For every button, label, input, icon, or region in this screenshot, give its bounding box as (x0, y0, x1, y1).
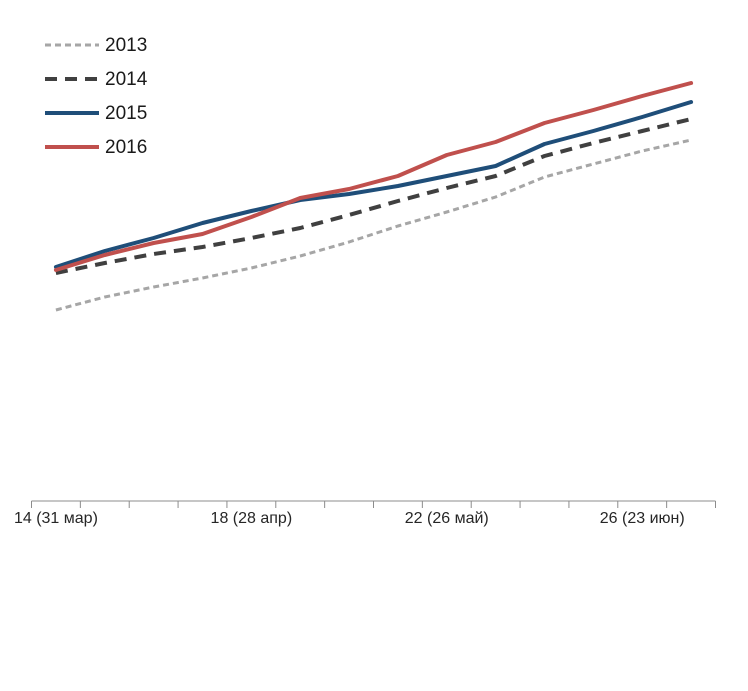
series-line-2016 (53, 81, 694, 272)
series-line-2014 (55, 117, 692, 275)
x-axis-tick-label: 26 (23 июн) (600, 510, 685, 527)
legend-line-swatch-2014 (45, 77, 99, 81)
chart-legend: 2013 2014 2015 2016 (44, 28, 147, 164)
legend-item-2013: 2013 (44, 28, 147, 62)
legend-item-label: 2015 (105, 102, 148, 124)
legend-item-2014: 2014 (44, 62, 147, 96)
legend-item-label: 2016 (105, 136, 148, 158)
legend-item-2016: 2016 (44, 130, 147, 164)
legend-item-2015: 2015 (44, 96, 147, 130)
x-axis-tick-label: 22 (26 май) (405, 510, 489, 527)
legend-item-label: 2013 (105, 34, 148, 56)
legend-line-swatch-2013 (45, 43, 99, 47)
series-line-2013 (55, 138, 692, 312)
legend-line-swatch-2016 (45, 145, 99, 149)
x-axis-tick-label: 18 (28 апр) (211, 510, 293, 527)
series-line-2015 (53, 100, 694, 269)
legend-line-swatch-2015 (45, 111, 99, 115)
legend-item-label: 2014 (105, 68, 148, 90)
x-axis-tick-label: 14 (31 мар) (14, 510, 98, 527)
